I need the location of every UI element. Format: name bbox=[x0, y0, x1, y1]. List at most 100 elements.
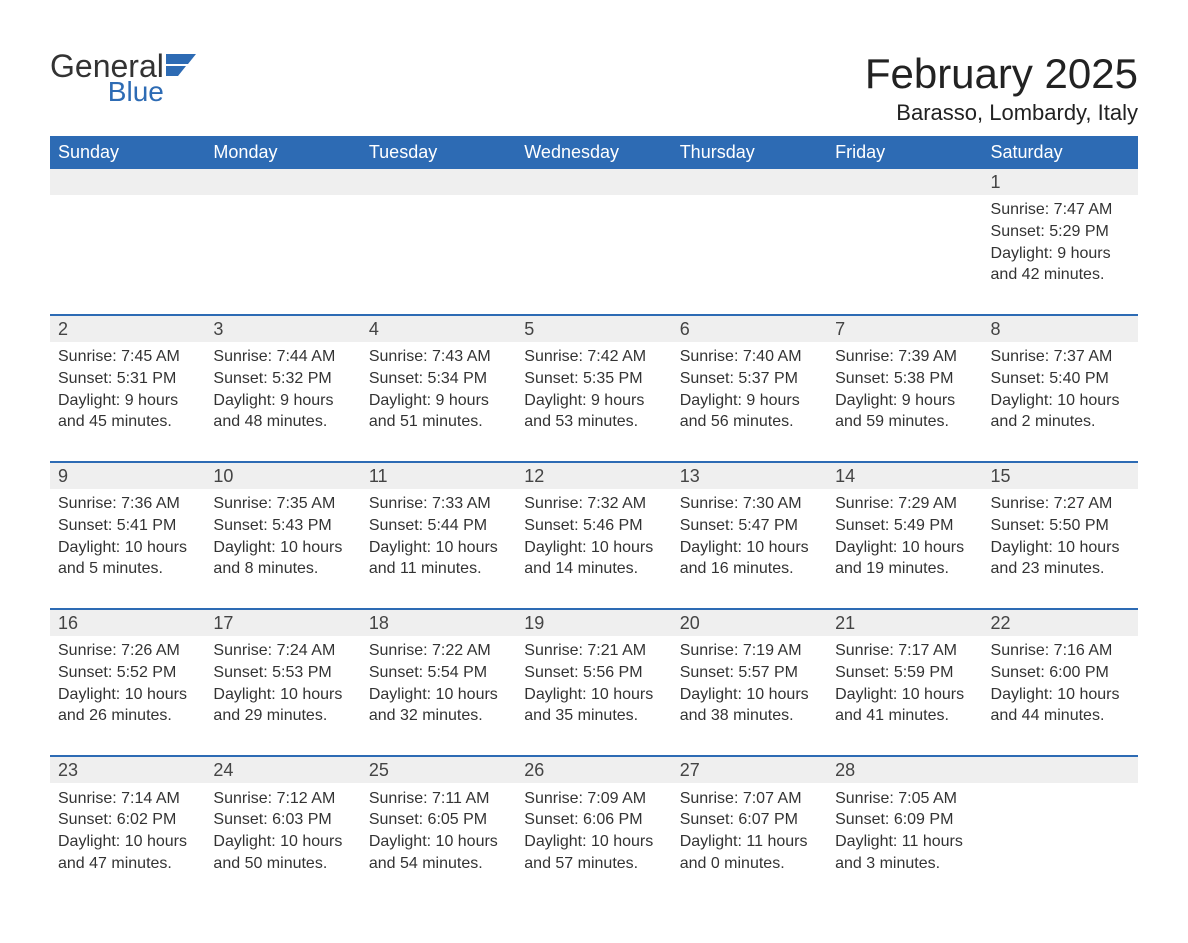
sunset-text: Sunset: 6:06 PM bbox=[524, 809, 663, 831]
logo-flag-icon bbox=[166, 54, 196, 85]
day-info-cell: Sunrise: 7:17 AMSunset: 5:59 PMDaylight:… bbox=[827, 636, 982, 756]
sunrise-text: Sunrise: 7:07 AM bbox=[680, 788, 819, 810]
sunrise-text: Sunrise: 7:21 AM bbox=[524, 640, 663, 662]
day-number-cell: 14 bbox=[827, 463, 982, 489]
day-info-cell: Sunrise: 7:26 AMSunset: 5:52 PMDaylight:… bbox=[50, 636, 205, 756]
day-info-cell: Sunrise: 7:19 AMSunset: 5:57 PMDaylight:… bbox=[672, 636, 827, 756]
daylight-text: Daylight: 10 hours and 26 minutes. bbox=[58, 684, 197, 727]
day-info-cell bbox=[205, 195, 360, 315]
day-number-cell bbox=[50, 169, 205, 195]
daylight-text: Daylight: 10 hours and 8 minutes. bbox=[213, 537, 352, 580]
day-info-cell bbox=[827, 195, 982, 315]
header: General Blue February 2025 Barasso, Lomb… bbox=[50, 50, 1138, 126]
location: Barasso, Lombardy, Italy bbox=[865, 100, 1138, 126]
sunset-text: Sunset: 6:00 PM bbox=[991, 662, 1130, 684]
day-info-cell bbox=[361, 195, 516, 315]
daylight-text: Daylight: 9 hours and 56 minutes. bbox=[680, 390, 819, 433]
daynum-row: 1 bbox=[50, 169, 1138, 195]
day-info-cell: Sunrise: 7:42 AMSunset: 5:35 PMDaylight:… bbox=[516, 342, 671, 462]
daylight-text: Daylight: 10 hours and 54 minutes. bbox=[369, 831, 508, 874]
weekday-header: Wednesday bbox=[516, 136, 671, 169]
sunrise-text: Sunrise: 7:42 AM bbox=[524, 346, 663, 368]
day-number-cell: 16 bbox=[50, 610, 205, 636]
sunset-text: Sunset: 5:49 PM bbox=[835, 515, 974, 537]
sunrise-text: Sunrise: 7:33 AM bbox=[369, 493, 508, 515]
sunset-text: Sunset: 5:37 PM bbox=[680, 368, 819, 390]
sunset-text: Sunset: 5:54 PM bbox=[369, 662, 508, 684]
day-info-cell: Sunrise: 7:21 AMSunset: 5:56 PMDaylight:… bbox=[516, 636, 671, 756]
sunrise-text: Sunrise: 7:11 AM bbox=[369, 788, 508, 810]
daylight-text: Daylight: 10 hours and 35 minutes. bbox=[524, 684, 663, 727]
sunrise-text: Sunrise: 7:37 AM bbox=[991, 346, 1130, 368]
sunrise-text: Sunrise: 7:16 AM bbox=[991, 640, 1130, 662]
day-info-cell: Sunrise: 7:12 AMSunset: 6:03 PMDaylight:… bbox=[205, 783, 360, 903]
weekday-header: Saturday bbox=[983, 136, 1138, 169]
day-info-cell: Sunrise: 7:45 AMSunset: 5:31 PMDaylight:… bbox=[50, 342, 205, 462]
day-info-cell: Sunrise: 7:43 AMSunset: 5:34 PMDaylight:… bbox=[361, 342, 516, 462]
day-info-cell bbox=[672, 195, 827, 315]
day-info-cell: Sunrise: 7:39 AMSunset: 5:38 PMDaylight:… bbox=[827, 342, 982, 462]
sunset-text: Sunset: 6:07 PM bbox=[680, 809, 819, 831]
daynum-row: 16171819202122 bbox=[50, 610, 1138, 636]
day-number-cell: 17 bbox=[205, 610, 360, 636]
weekday-header: Friday bbox=[827, 136, 982, 169]
sunset-text: Sunset: 5:52 PM bbox=[58, 662, 197, 684]
daylight-text: Daylight: 10 hours and 41 minutes. bbox=[835, 684, 974, 727]
day-number-cell: 12 bbox=[516, 463, 671, 489]
daylight-text: Daylight: 9 hours and 42 minutes. bbox=[991, 243, 1130, 286]
sunset-text: Sunset: 5:53 PM bbox=[213, 662, 352, 684]
day-info-cell: Sunrise: 7:44 AMSunset: 5:32 PMDaylight:… bbox=[205, 342, 360, 462]
day-number-cell: 18 bbox=[361, 610, 516, 636]
day-number-cell: 9 bbox=[50, 463, 205, 489]
sunrise-text: Sunrise: 7:12 AM bbox=[213, 788, 352, 810]
day-number-cell: 3 bbox=[205, 316, 360, 342]
weekday-header: Sunday bbox=[50, 136, 205, 169]
day-number-cell: 19 bbox=[516, 610, 671, 636]
daylight-text: Daylight: 11 hours and 0 minutes. bbox=[680, 831, 819, 874]
sunset-text: Sunset: 6:09 PM bbox=[835, 809, 974, 831]
daylight-text: Daylight: 10 hours and 14 minutes. bbox=[524, 537, 663, 580]
day-number-cell: 21 bbox=[827, 610, 982, 636]
daylight-text: Daylight: 10 hours and 16 minutes. bbox=[680, 537, 819, 580]
day-number-cell: 7 bbox=[827, 316, 982, 342]
day-info-cell: Sunrise: 7:47 AMSunset: 5:29 PMDaylight:… bbox=[983, 195, 1138, 315]
sunset-text: Sunset: 5:32 PM bbox=[213, 368, 352, 390]
day-info-row: Sunrise: 7:36 AMSunset: 5:41 PMDaylight:… bbox=[50, 489, 1138, 609]
day-number-cell: 13 bbox=[672, 463, 827, 489]
day-number-cell: 22 bbox=[983, 610, 1138, 636]
day-number-cell: 10 bbox=[205, 463, 360, 489]
day-number-cell: 15 bbox=[983, 463, 1138, 489]
daylight-text: Daylight: 10 hours and 19 minutes. bbox=[835, 537, 974, 580]
day-number-cell: 6 bbox=[672, 316, 827, 342]
day-number-cell: 24 bbox=[205, 757, 360, 783]
day-info-row: Sunrise: 7:14 AMSunset: 6:02 PMDaylight:… bbox=[50, 783, 1138, 903]
day-number-cell: 1 bbox=[983, 169, 1138, 195]
day-number-cell: 5 bbox=[516, 316, 671, 342]
sunset-text: Sunset: 6:02 PM bbox=[58, 809, 197, 831]
sunset-text: Sunset: 5:56 PM bbox=[524, 662, 663, 684]
daylight-text: Daylight: 10 hours and 5 minutes. bbox=[58, 537, 197, 580]
day-info-row: Sunrise: 7:45 AMSunset: 5:31 PMDaylight:… bbox=[50, 342, 1138, 462]
day-number-cell: 4 bbox=[361, 316, 516, 342]
sunrise-text: Sunrise: 7:22 AM bbox=[369, 640, 508, 662]
day-number-cell: 25 bbox=[361, 757, 516, 783]
sunset-text: Sunset: 5:44 PM bbox=[369, 515, 508, 537]
daynum-row: 9101112131415 bbox=[50, 463, 1138, 489]
day-info-cell: Sunrise: 7:11 AMSunset: 6:05 PMDaylight:… bbox=[361, 783, 516, 903]
daylight-text: Daylight: 9 hours and 51 minutes. bbox=[369, 390, 508, 433]
day-info-cell: Sunrise: 7:29 AMSunset: 5:49 PMDaylight:… bbox=[827, 489, 982, 609]
daylight-text: Daylight: 10 hours and 29 minutes. bbox=[213, 684, 352, 727]
sunset-text: Sunset: 5:40 PM bbox=[991, 368, 1130, 390]
day-info-cell: Sunrise: 7:37 AMSunset: 5:40 PMDaylight:… bbox=[983, 342, 1138, 462]
sunrise-text: Sunrise: 7:44 AM bbox=[213, 346, 352, 368]
day-info-cell: Sunrise: 7:30 AMSunset: 5:47 PMDaylight:… bbox=[672, 489, 827, 609]
day-info-cell: Sunrise: 7:32 AMSunset: 5:46 PMDaylight:… bbox=[516, 489, 671, 609]
daylight-text: Daylight: 10 hours and 23 minutes. bbox=[991, 537, 1130, 580]
sunrise-text: Sunrise: 7:43 AM bbox=[369, 346, 508, 368]
daylight-text: Daylight: 9 hours and 53 minutes. bbox=[524, 390, 663, 433]
daynum-row: 2345678 bbox=[50, 316, 1138, 342]
sunrise-text: Sunrise: 7:36 AM bbox=[58, 493, 197, 515]
sunset-text: Sunset: 5:47 PM bbox=[680, 515, 819, 537]
daylight-text: Daylight: 10 hours and 38 minutes. bbox=[680, 684, 819, 727]
weekday-header: Monday bbox=[205, 136, 360, 169]
